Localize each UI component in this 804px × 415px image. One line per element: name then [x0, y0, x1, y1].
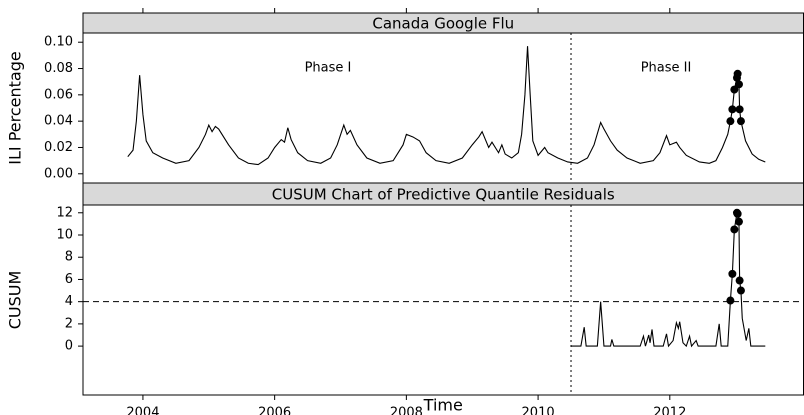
x-axis-label: Time — [423, 396, 463, 415]
strip-title: CUSUM Chart of Predictive Quantile Resid… — [272, 186, 615, 204]
y-tick-label: 0.02 — [44, 140, 73, 155]
signal-point — [733, 69, 742, 78]
signal-point — [728, 269, 737, 278]
y-tick-label: 0 — [65, 339, 73, 354]
signal-point — [726, 296, 735, 305]
signal-point — [736, 286, 745, 295]
y-tick-label: 4 — [65, 294, 73, 309]
signal-point — [730, 225, 739, 234]
annotation: Phase I — [305, 61, 352, 76]
signal-point — [726, 117, 735, 126]
signal-point — [733, 209, 742, 218]
y-tick-label: 8 — [65, 250, 73, 265]
y-tick-label: 12 — [56, 205, 73, 220]
signal-point — [734, 217, 743, 226]
y-tick-label: 2 — [65, 316, 73, 331]
y-tick-label: 0.04 — [44, 114, 73, 129]
annotation: Phase II — [641, 61, 692, 76]
series-line — [127, 46, 766, 166]
signal-point — [735, 105, 744, 114]
x-tick-label: 2010 — [522, 406, 555, 415]
y-tick-label: 0.00 — [44, 166, 73, 181]
panel-frame — [82, 204, 804, 396]
y-tick-label: 0.06 — [44, 87, 73, 102]
y-axis-label: ILI Percentage — [6, 51, 25, 164]
signal-point — [728, 105, 737, 114]
y-tick-label: 0.10 — [44, 35, 73, 50]
y-tick-label: 10 — [56, 228, 73, 243]
y-tick-label: 0.08 — [44, 61, 73, 76]
y-tick-label: 6 — [65, 272, 73, 287]
y-axis-label: CUSUM — [6, 271, 25, 330]
signal-point — [736, 117, 745, 126]
signal-point — [730, 85, 739, 94]
strip-title: Canada Google Flu — [372, 15, 514, 33]
x-tick-label: 2008 — [390, 406, 423, 415]
signal-point — [734, 80, 743, 89]
x-tick-label: 2006 — [258, 406, 291, 415]
x-tick-label: 2004 — [126, 406, 159, 415]
series-line — [571, 211, 766, 348]
x-tick-label: 2012 — [653, 406, 686, 415]
signal-point — [735, 276, 744, 285]
